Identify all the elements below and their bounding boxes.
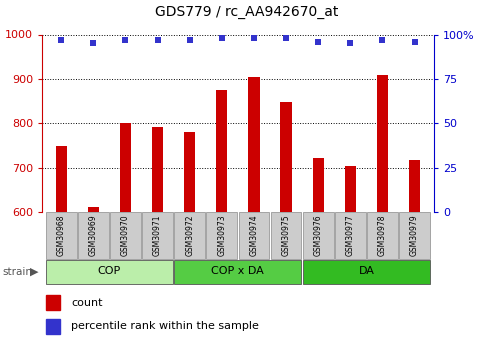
Text: percentile rank within the sample: percentile rank within the sample xyxy=(71,322,259,331)
Point xyxy=(186,37,194,42)
Text: COP x DA: COP x DA xyxy=(211,266,264,276)
Bar xyxy=(409,160,420,212)
Text: ▶: ▶ xyxy=(30,267,38,277)
Bar xyxy=(281,102,292,212)
Point xyxy=(411,39,419,45)
Point xyxy=(379,37,387,42)
Bar xyxy=(56,146,67,212)
Point xyxy=(89,41,97,46)
Bar xyxy=(377,75,388,212)
FancyBboxPatch shape xyxy=(110,212,141,259)
FancyBboxPatch shape xyxy=(271,212,302,259)
Text: GSM30968: GSM30968 xyxy=(57,215,66,256)
Text: GSM30976: GSM30976 xyxy=(314,215,323,256)
Point xyxy=(347,41,354,46)
FancyBboxPatch shape xyxy=(46,212,76,259)
Bar xyxy=(313,158,324,212)
Text: COP: COP xyxy=(98,266,121,276)
Text: GSM30969: GSM30969 xyxy=(89,215,98,256)
FancyBboxPatch shape xyxy=(174,212,205,259)
Bar xyxy=(120,123,131,212)
FancyBboxPatch shape xyxy=(142,212,173,259)
Text: GSM30974: GSM30974 xyxy=(249,215,258,256)
Text: strain: strain xyxy=(2,267,33,277)
FancyBboxPatch shape xyxy=(303,212,334,259)
Bar xyxy=(88,207,99,212)
FancyBboxPatch shape xyxy=(367,212,398,259)
Point xyxy=(121,37,129,42)
Text: GSM30972: GSM30972 xyxy=(185,215,194,256)
Point xyxy=(250,35,258,41)
Bar xyxy=(216,90,227,212)
Text: GSM30971: GSM30971 xyxy=(153,215,162,256)
Text: GSM30977: GSM30977 xyxy=(346,215,355,256)
Bar xyxy=(152,127,163,212)
Text: count: count xyxy=(71,298,103,307)
FancyBboxPatch shape xyxy=(174,260,302,284)
Text: GSM30975: GSM30975 xyxy=(282,215,290,256)
FancyBboxPatch shape xyxy=(78,212,109,259)
Bar xyxy=(46,295,60,310)
Point xyxy=(314,39,322,45)
FancyBboxPatch shape xyxy=(207,212,237,259)
Bar xyxy=(345,166,356,212)
Point xyxy=(57,37,65,42)
Text: GSM30973: GSM30973 xyxy=(217,215,226,256)
Text: GSM30979: GSM30979 xyxy=(410,215,419,256)
Text: DA: DA xyxy=(358,266,374,276)
Text: GDS779 / rc_AA942670_at: GDS779 / rc_AA942670_at xyxy=(155,5,338,19)
Point xyxy=(282,35,290,41)
FancyBboxPatch shape xyxy=(399,212,430,259)
Bar xyxy=(46,319,60,334)
Point xyxy=(154,37,162,42)
Text: GSM30978: GSM30978 xyxy=(378,215,387,256)
Point xyxy=(218,35,226,41)
FancyBboxPatch shape xyxy=(46,260,173,284)
FancyBboxPatch shape xyxy=(239,212,269,259)
Bar xyxy=(184,132,195,212)
Bar xyxy=(248,77,259,212)
FancyBboxPatch shape xyxy=(335,212,366,259)
FancyBboxPatch shape xyxy=(303,260,430,284)
Text: GSM30970: GSM30970 xyxy=(121,215,130,256)
